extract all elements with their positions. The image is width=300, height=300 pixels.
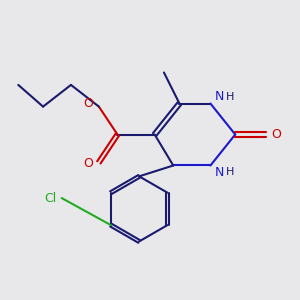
Text: H: H: [226, 167, 234, 177]
Text: H: H: [226, 92, 234, 102]
Text: O: O: [83, 97, 93, 110]
Text: O: O: [83, 158, 93, 170]
Text: O: O: [271, 128, 281, 141]
Text: N: N: [214, 90, 224, 103]
Text: Cl: Cl: [44, 191, 56, 205]
Text: N: N: [214, 166, 224, 179]
